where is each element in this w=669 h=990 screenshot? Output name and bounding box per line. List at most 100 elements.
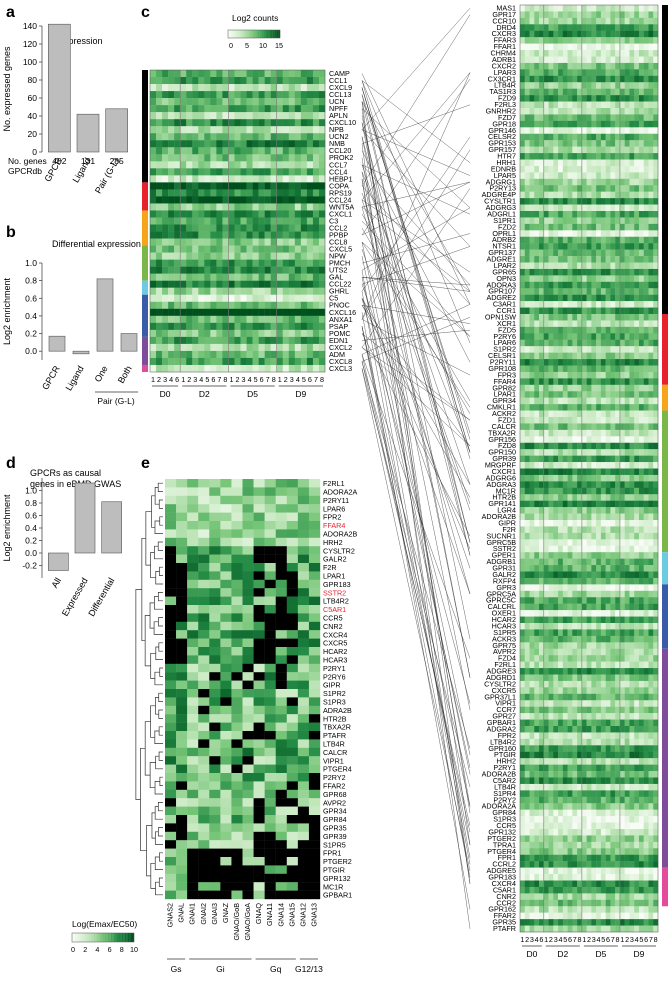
ligand-cell bbox=[222, 315, 229, 324]
receptor-cell bbox=[596, 198, 602, 205]
ligand-cell bbox=[228, 147, 235, 155]
ligand-cell bbox=[174, 294, 181, 302]
receptor-cell bbox=[581, 378, 587, 386]
receptor-cell bbox=[577, 726, 583, 733]
ligand-cell bbox=[204, 70, 211, 78]
receptor-cell bbox=[558, 590, 564, 598]
receptor-cell bbox=[653, 339, 659, 347]
receptor-cell bbox=[619, 507, 625, 514]
receptor-cell bbox=[524, 726, 530, 733]
receptor-cell bbox=[572, 391, 578, 398]
ligand-cell bbox=[228, 77, 235, 85]
receptor-cell bbox=[524, 314, 530, 321]
ligand-cell bbox=[264, 161, 271, 169]
ligand-cell bbox=[174, 98, 181, 106]
ligand-cell bbox=[246, 189, 253, 197]
receptor-cell bbox=[624, 552, 630, 559]
receptor-cell bbox=[648, 281, 654, 289]
receptor-cell bbox=[577, 172, 583, 180]
receptor-cell bbox=[600, 314, 606, 321]
receptor-cell bbox=[615, 314, 621, 321]
receptor-cell bbox=[619, 532, 625, 540]
receptor-cell bbox=[581, 565, 587, 572]
column-label: 4 bbox=[248, 375, 252, 384]
receptor-cell bbox=[586, 526, 592, 534]
receptor-cell bbox=[553, 520, 559, 527]
receptor-cell bbox=[638, 191, 644, 199]
receptor-cell bbox=[596, 603, 602, 611]
receptor-cell bbox=[591, 95, 597, 102]
receptor-cell bbox=[610, 281, 616, 289]
receptor-cell bbox=[643, 172, 649, 180]
ligand-label: CCL24 bbox=[329, 195, 351, 204]
ligand-cell bbox=[210, 315, 217, 324]
receptor-cell bbox=[567, 494, 573, 501]
receptor-cell bbox=[638, 577, 644, 585]
receptor-cell bbox=[543, 281, 549, 289]
receptor-cell bbox=[534, 487, 540, 495]
receptor-cell bbox=[553, 764, 559, 772]
receptor-cell bbox=[591, 423, 597, 431]
ligand-cell bbox=[156, 182, 163, 190]
ligand-cell bbox=[222, 98, 229, 106]
receptor-cell bbox=[600, 172, 606, 180]
receptor-cell bbox=[591, 558, 597, 566]
ligand-cell bbox=[294, 203, 302, 211]
receptor-cell bbox=[653, 243, 659, 250]
receptor-cell bbox=[562, 783, 568, 791]
receptor-cell bbox=[596, 165, 602, 173]
receptor-cell bbox=[619, 565, 625, 572]
receptor-cell bbox=[548, 661, 554, 669]
receptor-cell bbox=[586, 191, 592, 199]
receptor-cell bbox=[553, 552, 559, 559]
receptor-cell bbox=[539, 642, 544, 649]
ligand-cell bbox=[222, 259, 229, 267]
receptor-cell bbox=[524, 610, 530, 617]
receptor-cell bbox=[615, 352, 621, 360]
ligand-cell bbox=[300, 147, 308, 155]
receptor-cell bbox=[572, 642, 578, 649]
ligand-cell bbox=[156, 357, 163, 366]
ligand-cell bbox=[264, 266, 271, 274]
receptor-cell bbox=[539, 468, 544, 476]
receptor-cell bbox=[600, 384, 606, 392]
ligand-cell bbox=[264, 84, 271, 92]
ligand-cell bbox=[192, 112, 199, 120]
receptor-cell bbox=[567, 777, 573, 785]
receptor-cell bbox=[539, 661, 544, 669]
ligand-cell bbox=[150, 231, 157, 239]
ligand-cell bbox=[222, 126, 229, 134]
receptor-cell bbox=[577, 371, 583, 379]
receptor-cell bbox=[596, 590, 602, 598]
receptor-cell bbox=[629, 429, 635, 437]
receptor-cell bbox=[653, 404, 659, 411]
ligand-cell bbox=[264, 77, 271, 85]
receptor-cell bbox=[600, 359, 606, 366]
receptor-cell bbox=[615, 294, 621, 302]
ligand-cell bbox=[258, 231, 265, 239]
receptor-cell bbox=[629, 726, 635, 733]
receptor-cell bbox=[591, 610, 597, 617]
receptor-cell bbox=[553, 700, 559, 707]
receptor-cell bbox=[572, 417, 578, 424]
ligand-cell bbox=[240, 280, 247, 288]
receptor-cell bbox=[520, 532, 525, 540]
ligand-cell bbox=[228, 301, 235, 309]
ligand-cell bbox=[300, 70, 308, 78]
receptor-cell bbox=[619, 474, 625, 482]
ligand-cell bbox=[240, 140, 247, 148]
ligand-cell bbox=[270, 77, 277, 85]
receptor-cell bbox=[615, 198, 621, 205]
receptor-cell bbox=[643, 771, 649, 778]
receptor-cell bbox=[539, 500, 544, 508]
receptor-cell bbox=[638, 11, 644, 19]
ligand-cell bbox=[258, 357, 265, 366]
ligand-cell bbox=[150, 126, 157, 134]
ligand-cell bbox=[300, 266, 308, 274]
receptor-cell bbox=[634, 565, 640, 572]
receptor-cell bbox=[634, 37, 640, 44]
panel-label-e: e bbox=[141, 455, 150, 472]
receptor-cell bbox=[638, 43, 644, 51]
receptor-cell bbox=[638, 558, 644, 566]
